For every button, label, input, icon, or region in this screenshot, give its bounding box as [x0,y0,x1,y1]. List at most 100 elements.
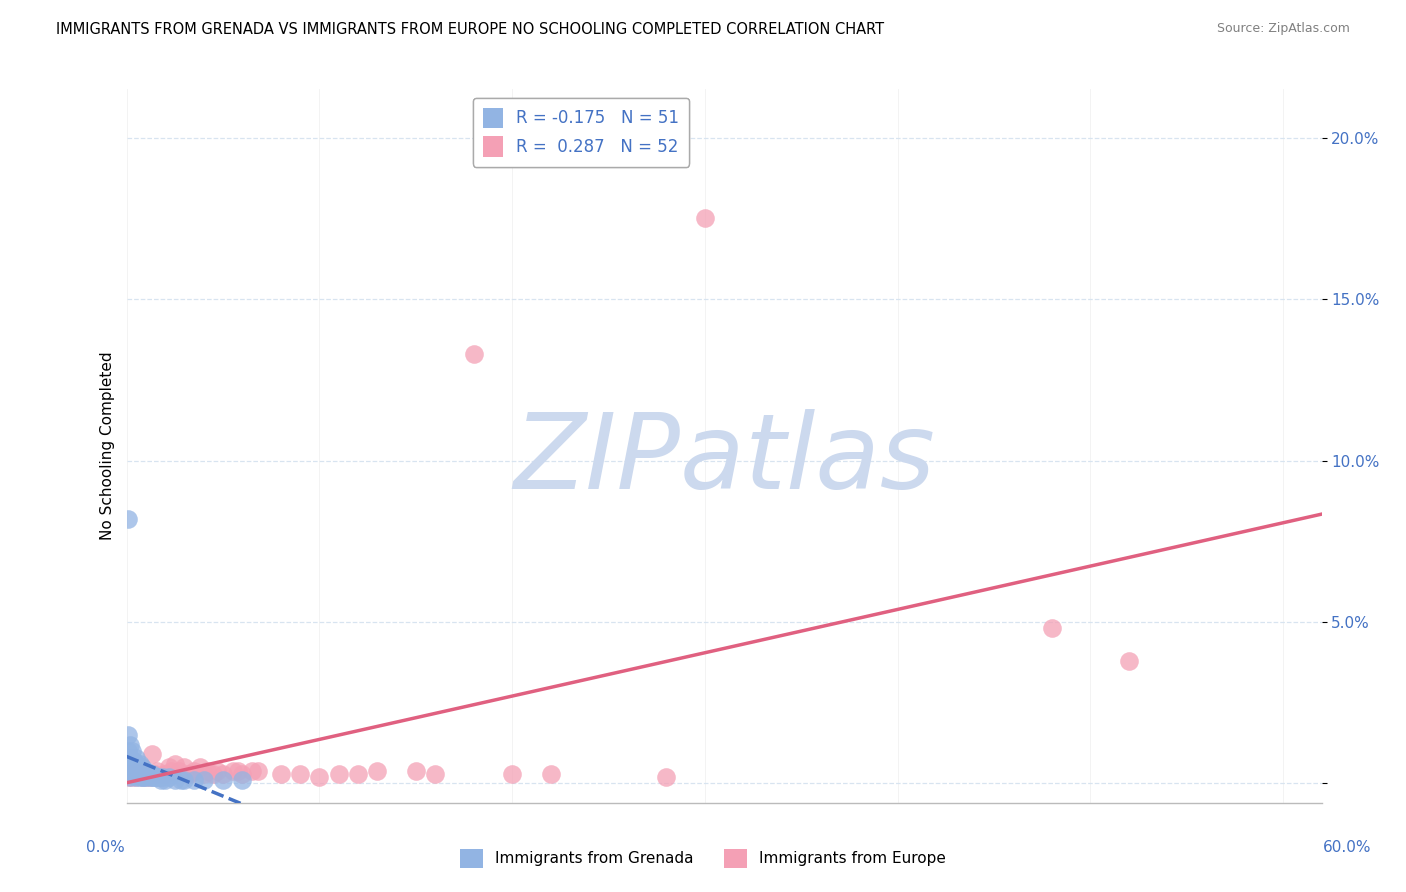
Point [183,773,205,788]
Point [463,347,485,361]
Point [157,760,180,774]
Point [1118,654,1140,668]
Point [328,766,350,780]
Point [142,770,165,784]
Point [160,764,183,778]
Point [173,773,195,788]
Point [177,766,200,780]
Point [117,744,139,758]
Point [501,766,523,780]
Point [205,764,228,778]
Point [122,760,145,774]
Point [366,764,388,778]
Point [347,766,370,780]
Point [121,754,143,768]
Point [121,744,143,758]
Point [135,764,157,778]
Point [127,764,149,778]
Text: Source: ZipAtlas.com: Source: ZipAtlas.com [1216,22,1350,36]
Point [131,770,153,784]
Point [135,770,157,784]
Point [173,760,195,774]
Point [120,738,142,752]
Point [138,766,160,780]
Point [540,766,562,780]
Point [179,766,201,780]
Point [117,728,139,742]
Point [117,770,139,784]
Text: ZIPatlas: ZIPatlas [513,409,935,511]
Point [132,766,155,780]
Point [132,766,155,780]
Point [125,764,148,778]
Point [122,754,145,768]
Point [145,766,167,780]
Point [212,766,235,780]
Point [125,770,148,784]
Point [423,766,446,780]
Point [183,764,205,778]
Legend: R = -0.175   N = 51, R =  0.287   N = 52: R = -0.175 N = 51, R = 0.287 N = 52 [472,97,689,167]
Point [131,766,153,780]
Point [131,770,153,784]
Point [405,764,427,778]
Point [127,766,149,780]
Point [193,773,215,788]
Point [136,766,159,780]
Point [288,766,311,780]
Point [120,750,142,764]
Point [122,766,145,780]
Point [270,766,292,780]
Point [120,766,142,780]
Point [146,770,169,784]
Point [120,770,142,784]
Point [202,766,225,780]
Point [231,773,253,788]
Point [150,770,173,784]
Point [231,766,253,780]
Point [136,766,159,780]
Point [129,770,152,784]
Point [308,770,330,784]
Point [131,760,153,774]
Point [125,750,148,764]
Point [141,747,163,762]
Point [141,770,163,784]
Point [153,773,176,788]
Text: 60.0%: 60.0% [1323,840,1371,855]
Point [167,764,190,778]
Point [1040,622,1063,636]
Point [121,764,143,778]
Point [145,770,167,784]
Point [148,770,170,784]
Point [693,211,716,226]
Point [129,757,152,772]
Point [125,770,148,784]
Point [129,764,152,778]
Point [117,511,139,525]
Point [120,760,142,774]
Point [221,764,243,778]
Point [163,773,186,788]
Point [138,770,160,784]
Point [169,773,191,788]
Point [152,770,174,784]
Point [150,773,173,788]
Point [188,760,211,774]
Point [125,757,148,772]
Text: 0.0%: 0.0% [86,840,125,855]
Point [228,764,250,778]
Point [146,764,169,778]
Point [121,760,143,774]
Point [132,770,155,784]
Point [212,773,235,788]
Point [153,766,176,780]
Point [240,764,263,778]
Point [121,766,143,780]
Point [655,770,678,784]
Point [117,760,139,774]
Point [197,764,219,778]
Point [122,766,145,780]
Legend: Immigrants from Grenada, Immigrants from Europe: Immigrants from Grenada, Immigrants from… [454,843,952,873]
Point [135,770,157,784]
